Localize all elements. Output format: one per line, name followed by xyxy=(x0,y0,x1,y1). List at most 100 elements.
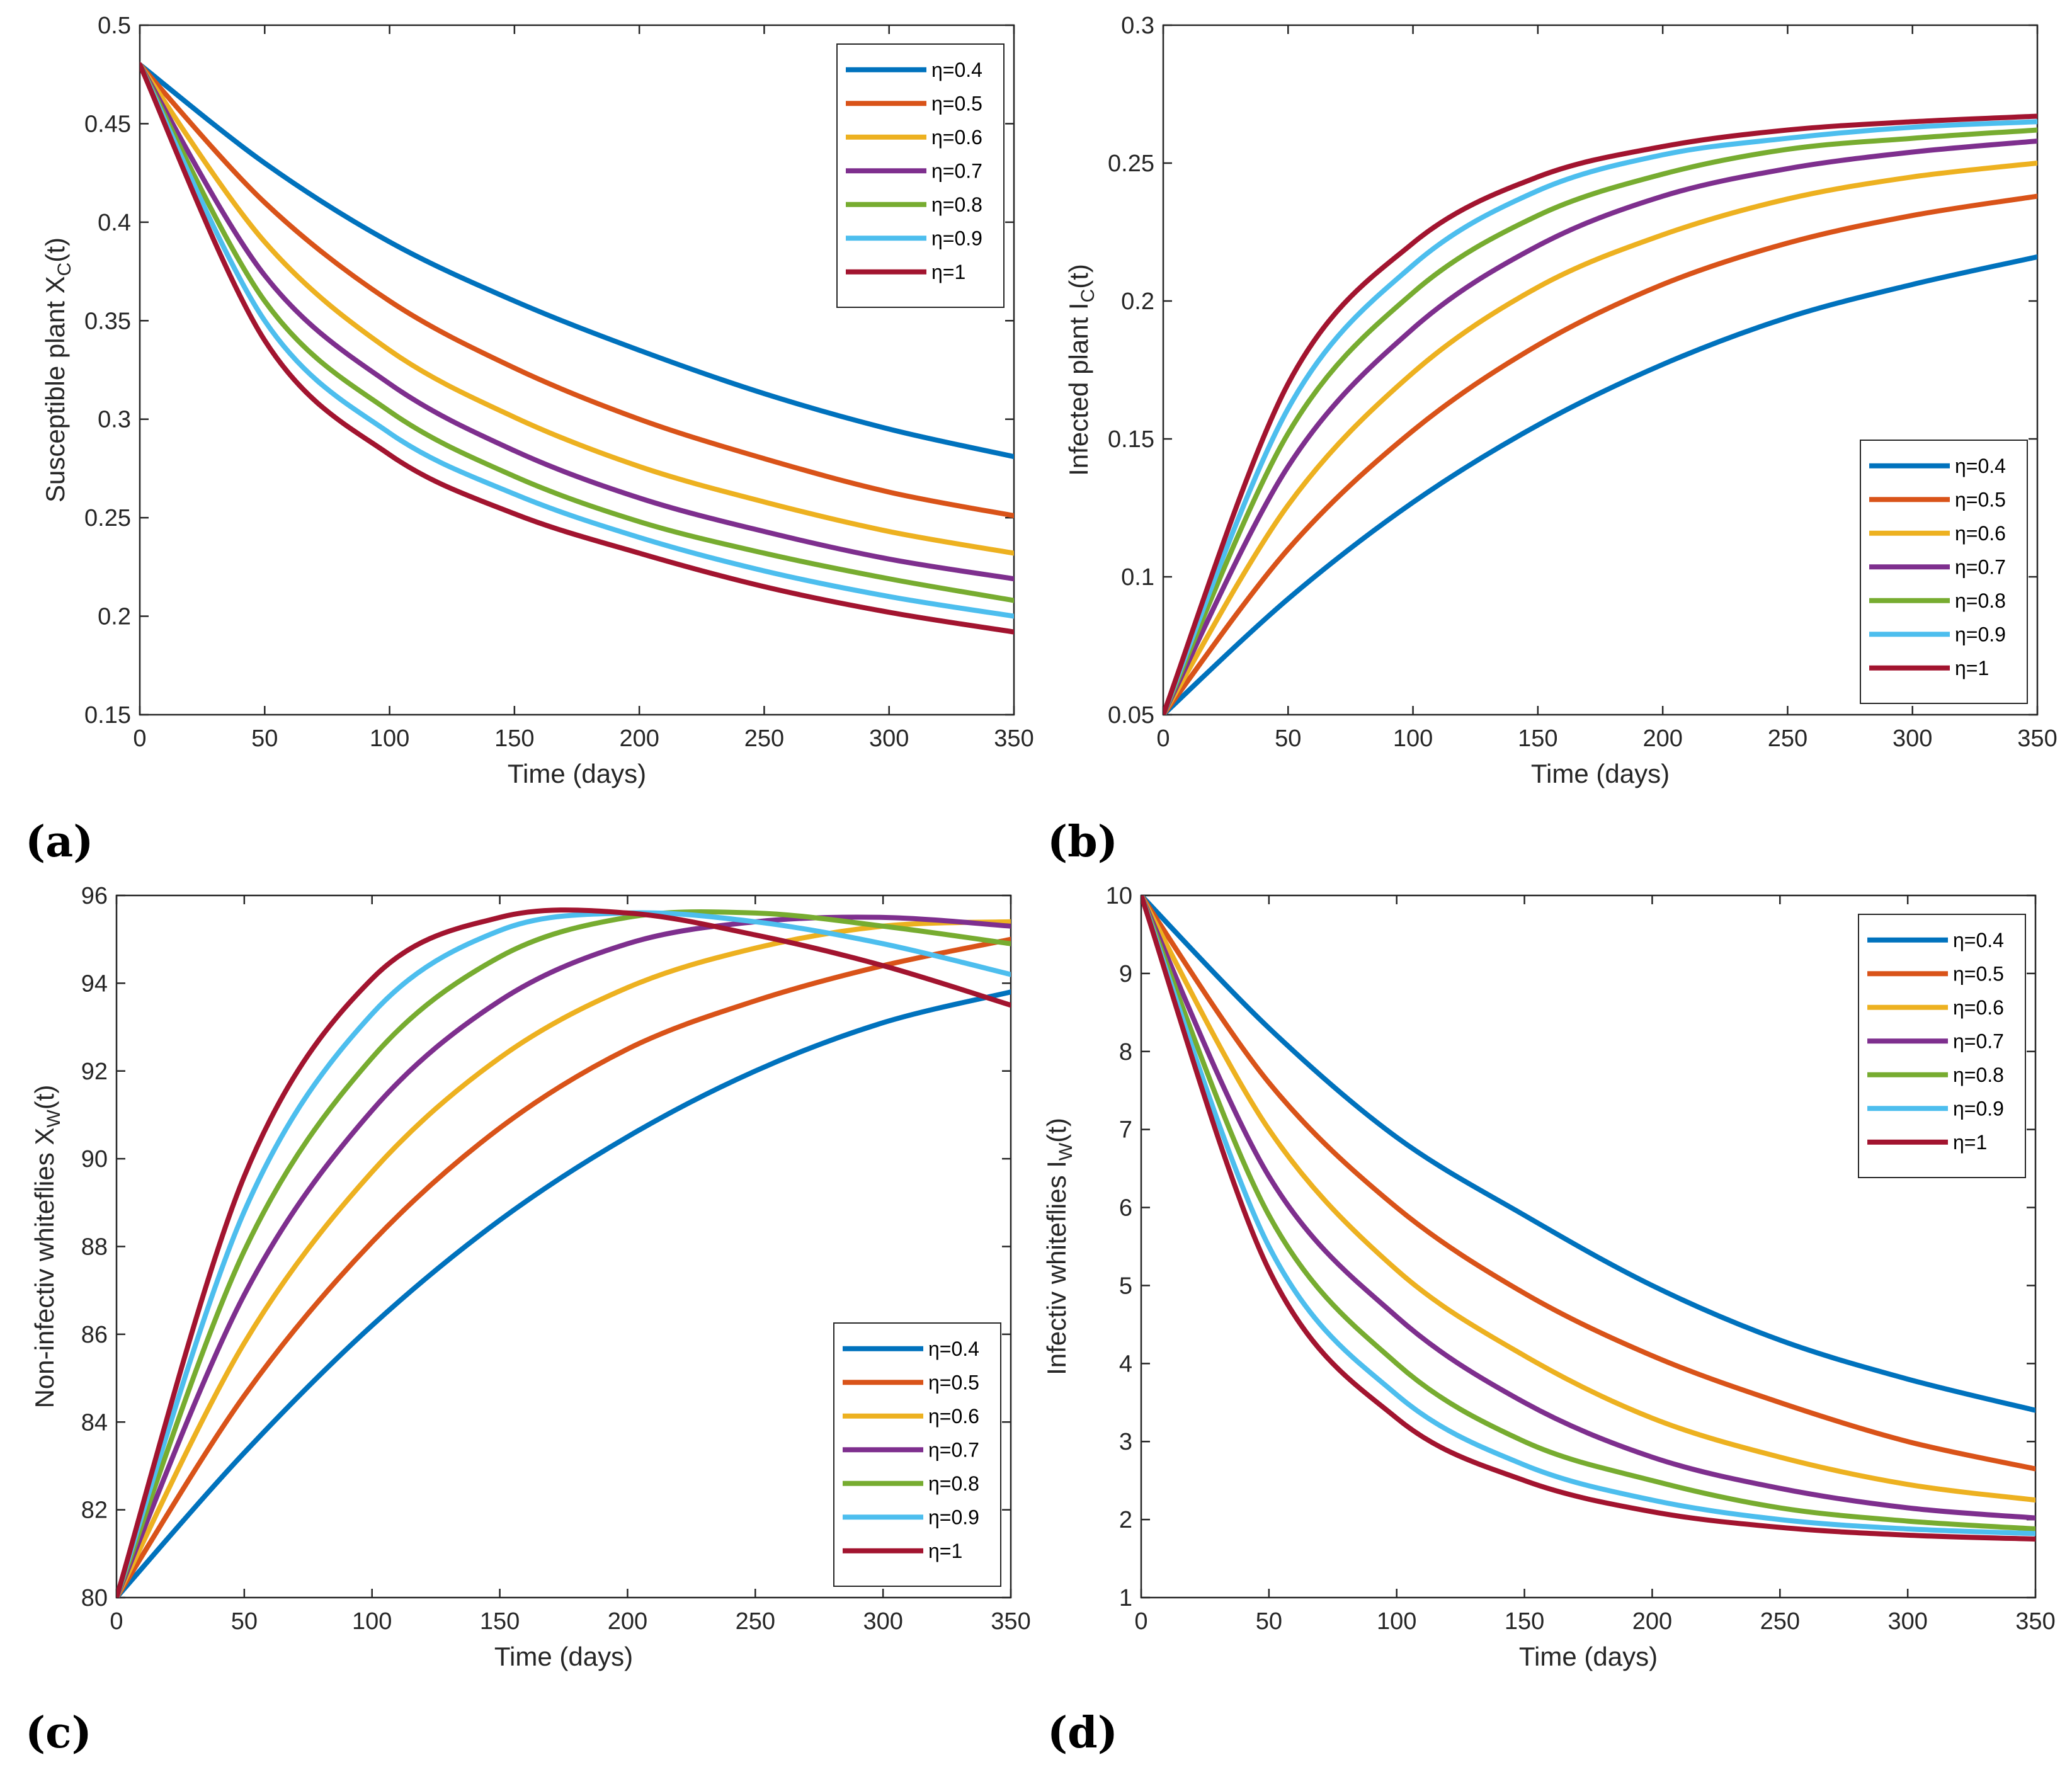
x-axis-label-a: Time (days) xyxy=(508,759,646,788)
y-axis-label-sub-b: C xyxy=(1078,289,1098,303)
x-tick-label-d: 350 xyxy=(2015,1608,2055,1635)
legend-entry-d-1: η=0.5 xyxy=(1953,962,2004,985)
legend-entry-b-0: η=0.4 xyxy=(1955,455,2006,477)
x-tick-label-c: 50 xyxy=(231,1608,258,1635)
panel-label-c: (c) xyxy=(25,1708,92,1758)
series-line-d-5 xyxy=(1141,895,2035,1536)
x-tick-label-b: 350 xyxy=(2017,725,2057,752)
y-tick-label-c: 90 xyxy=(81,1146,108,1173)
y-axis-label-main-d: Infectiv whiteflies I xyxy=(1042,1161,1071,1375)
x-tick-label-c: 150 xyxy=(480,1608,520,1635)
legend-entry-d-4: η=0.8 xyxy=(1953,1064,2004,1086)
legend-c: η=0.4 η=0.5 η=0.6 η=0.7 η=0.8 η=0.9 η=1 xyxy=(833,1322,1001,1587)
y-tick-label-c: 82 xyxy=(81,1497,108,1524)
legend-entry-c-3: η=0.7 xyxy=(928,1438,979,1461)
y-tick-label-a: 0.35 xyxy=(84,308,131,334)
series-line-a-1 xyxy=(140,62,1014,519)
y-tick-label-d: 10 xyxy=(1106,883,1132,909)
y-tick-label-b: 0.15 xyxy=(1108,426,1154,453)
legend-box-b xyxy=(1860,440,2028,704)
legend-entry-b-1: η=0.5 xyxy=(1955,488,2006,511)
x-tick-label-c: 300 xyxy=(863,1608,902,1635)
y-tick-label-d: 9 xyxy=(1119,961,1132,987)
y-tick-label-a: 0.5 xyxy=(98,13,131,39)
x-tick-label-a: 300 xyxy=(869,725,909,752)
x-tick-label-c: 350 xyxy=(991,1608,1030,1635)
x-tick-label-d: 300 xyxy=(1887,1608,1927,1635)
y-tick-label-a: 0.3 xyxy=(98,407,131,433)
y-tick-label-a: 0.4 xyxy=(98,210,131,236)
chart-panel-d: 0 50 100 150 200 250 300 350 1 2 3 4 5 6 7 8 9 10 Time (da… xyxy=(1042,883,2056,1758)
y-axis-label-tail-b: (t) xyxy=(1064,264,1093,289)
x-axis-label-c: Time (days) xyxy=(494,1642,633,1671)
x-tick-label-d: 0 xyxy=(1134,1608,1147,1635)
series-line-d-6 xyxy=(1141,895,2035,1542)
legend-entry-d-2: η=0.6 xyxy=(1953,996,2004,1019)
x-axis-label-b: Time (days) xyxy=(1531,759,1670,788)
y-tick-label-c: 84 xyxy=(81,1409,108,1436)
x-tick-label-a: 150 xyxy=(494,725,534,752)
series-line-b-4 xyxy=(1163,127,2037,715)
series-line-c-3 xyxy=(117,914,1011,1598)
x-tick-label-a: 250 xyxy=(744,725,784,752)
legend-a: η=0.4 η=0.5 η=0.6 η=0.7 η=0.8 η=0.9 η=1 xyxy=(836,43,1005,308)
legend-entry-b-6: η=1 xyxy=(1955,657,1989,679)
legend-entry-b-4: η=0.8 xyxy=(1955,589,2006,612)
y-tick-label-d: 7 xyxy=(1119,1117,1132,1144)
legend-entry-a-1: η=0.5 xyxy=(931,92,982,115)
y-tick-label-a: 0.25 xyxy=(84,505,131,531)
series-line-b-5 xyxy=(1163,119,2037,715)
series-line-a-4 xyxy=(140,62,1014,603)
legend-entry-b-5: η=0.9 xyxy=(1955,623,2006,645)
legend-entry-c-1: η=0.5 xyxy=(928,1371,979,1394)
y-tick-label-d: 2 xyxy=(1119,1507,1132,1533)
series-line-a-0 xyxy=(140,62,1014,460)
y-axis-label-sub-d: W xyxy=(1056,1142,1076,1161)
y-axis-label-main-c: Non-infectiv whiteflies X xyxy=(30,1128,59,1409)
y-tick-label-d: 5 xyxy=(1119,1273,1132,1299)
y-tick-label-c: 80 xyxy=(81,1585,108,1611)
series-line-b-3 xyxy=(1163,138,2037,715)
series-line-c-5 xyxy=(117,910,1011,1598)
x-tick-label-b: 300 xyxy=(1893,725,1932,752)
series-line-b-6 xyxy=(1163,113,2037,715)
series-line-a-6 xyxy=(140,62,1014,635)
x-tick-label-d: 50 xyxy=(1256,1608,1282,1635)
x-tick-label-b: 100 xyxy=(1393,725,1433,752)
x-axis-label-d: Time (days) xyxy=(1519,1642,1658,1671)
legend-box-c xyxy=(833,1322,1001,1587)
x-tick-label-b: 0 xyxy=(1156,725,1170,752)
x-tick-label-b: 250 xyxy=(1768,725,1807,752)
y-axis-label-d: Infectiv whiteflies IW(t) xyxy=(1042,1118,1076,1375)
legend-d: η=0.4 η=0.5 η=0.6 η=0.7 η=0.8 η=0.9 η=1 xyxy=(1858,914,2026,1178)
legend-entry-d-3: η=0.7 xyxy=(1953,1030,2004,1052)
y-tick-label-d: 1 xyxy=(1119,1585,1132,1611)
y-tick-label-c: 94 xyxy=(81,970,108,997)
series-line-c-0 xyxy=(117,989,1011,1598)
series-line-b-1 xyxy=(1163,193,2037,715)
y-axis-label-b: Infected plant IC(t) xyxy=(1064,264,1098,476)
series-line-d-0 xyxy=(1141,895,2035,1413)
y-axis-label-tail-c: (t) xyxy=(30,1085,59,1110)
chart-panel-b: 0 50 100 150 200 250 300 350 0.05 0.1 0.15 0.2 0.25 0… xyxy=(1047,13,2058,867)
series-line-d-3 xyxy=(1141,895,2035,1521)
legend-entry-b-3: η=0.7 xyxy=(1955,555,2006,578)
y-axis-label-sub-a: C xyxy=(54,263,75,276)
y-tick-label-b: 0.25 xyxy=(1108,151,1154,177)
x-tick-label-d: 150 xyxy=(1505,1608,1544,1635)
chart-panel-c: 0 50 100 150 200 250 300 350 80 82 84 86 88 90 92 94 96 T… xyxy=(25,883,1031,1758)
legend-box-d xyxy=(1858,914,2026,1178)
y-axis-label-tail-a: (t) xyxy=(40,237,70,263)
y-axis-label-main-a: Susceptible plant X xyxy=(40,276,70,503)
y-axis-label-tail-d: (t) xyxy=(1042,1118,1071,1143)
chart-panel-a: 0 50 100 150 200 250 300 350 0.15 0.2 0.25 0.3 0.35 0… xyxy=(25,13,1034,867)
y-axis-label-c: Non-infectiv whiteflies XW(t) xyxy=(30,1085,64,1409)
legend-entry-c-4: η=0.8 xyxy=(928,1472,979,1495)
x-tick-label-d: 250 xyxy=(1760,1608,1800,1635)
series-line-c-2 xyxy=(117,919,1011,1598)
y-tick-label-c: 86 xyxy=(81,1322,108,1348)
series-line-c-1 xyxy=(117,936,1011,1598)
y-tick-label-d: 3 xyxy=(1119,1429,1132,1455)
legend-entry-c-2: η=0.6 xyxy=(928,1405,979,1428)
